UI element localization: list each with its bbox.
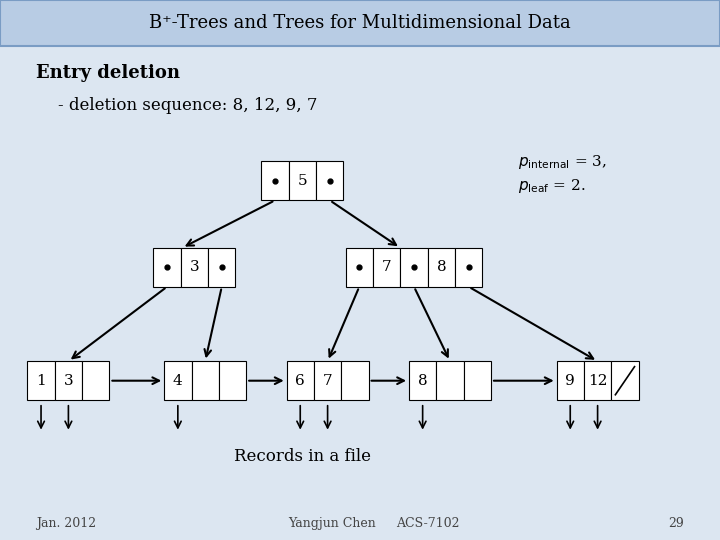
- Bar: [373, 248, 400, 287]
- Bar: [181, 248, 208, 287]
- Bar: [464, 361, 491, 400]
- Text: 6: 6: [295, 374, 305, 388]
- Text: - deletion sequence: 8, 12, 9, 7: - deletion sequence: 8, 12, 9, 7: [58, 97, 317, 114]
- Bar: [428, 248, 455, 287]
- Bar: [314, 361, 341, 400]
- Text: 12: 12: [588, 374, 608, 388]
- Bar: [219, 361, 246, 400]
- Text: Jan. 2012: Jan. 2012: [36, 517, 96, 530]
- Bar: [316, 161, 343, 200]
- Bar: [261, 161, 289, 200]
- Text: ACS-7102: ACS-7102: [396, 517, 459, 530]
- Bar: [55, 361, 82, 400]
- Bar: [287, 361, 314, 400]
- Bar: [27, 361, 55, 400]
- Bar: [192, 361, 219, 400]
- Text: 3: 3: [189, 260, 199, 274]
- Text: Entry deletion: Entry deletion: [36, 64, 180, 82]
- Bar: [611, 361, 639, 400]
- Text: 3: 3: [63, 374, 73, 388]
- Bar: [164, 361, 192, 400]
- Bar: [346, 248, 373, 287]
- Text: 7: 7: [382, 260, 392, 274]
- Bar: [557, 361, 584, 400]
- Text: B⁺-Trees and Trees for Multidimensional Data: B⁺-Trees and Trees for Multidimensional …: [149, 14, 571, 32]
- Text: 29: 29: [668, 517, 684, 530]
- Bar: [400, 248, 428, 287]
- Text: Records in a file: Records in a file: [234, 448, 371, 465]
- Bar: [584, 361, 611, 400]
- Text: 8: 8: [418, 374, 428, 388]
- Bar: [455, 248, 482, 287]
- Text: 4: 4: [173, 374, 183, 388]
- FancyBboxPatch shape: [0, 0, 720, 46]
- Text: 1: 1: [36, 374, 46, 388]
- Bar: [341, 361, 369, 400]
- Bar: [208, 248, 235, 287]
- Text: Yangjun Chen: Yangjun Chen: [288, 517, 376, 530]
- Text: 8: 8: [436, 260, 446, 274]
- Text: 5: 5: [297, 174, 307, 188]
- Text: $p_{\mathrm{internal}}$ = 3,: $p_{\mathrm{internal}}$ = 3,: [518, 153, 607, 171]
- Text: 9: 9: [565, 374, 575, 388]
- Text: 7: 7: [323, 374, 333, 388]
- Bar: [153, 248, 181, 287]
- Text: $p_{\mathrm{leaf}}$ = 2.: $p_{\mathrm{leaf}}$ = 2.: [518, 177, 586, 195]
- Bar: [289, 161, 316, 200]
- Bar: [436, 361, 464, 400]
- Bar: [409, 361, 436, 400]
- Bar: [82, 361, 109, 400]
